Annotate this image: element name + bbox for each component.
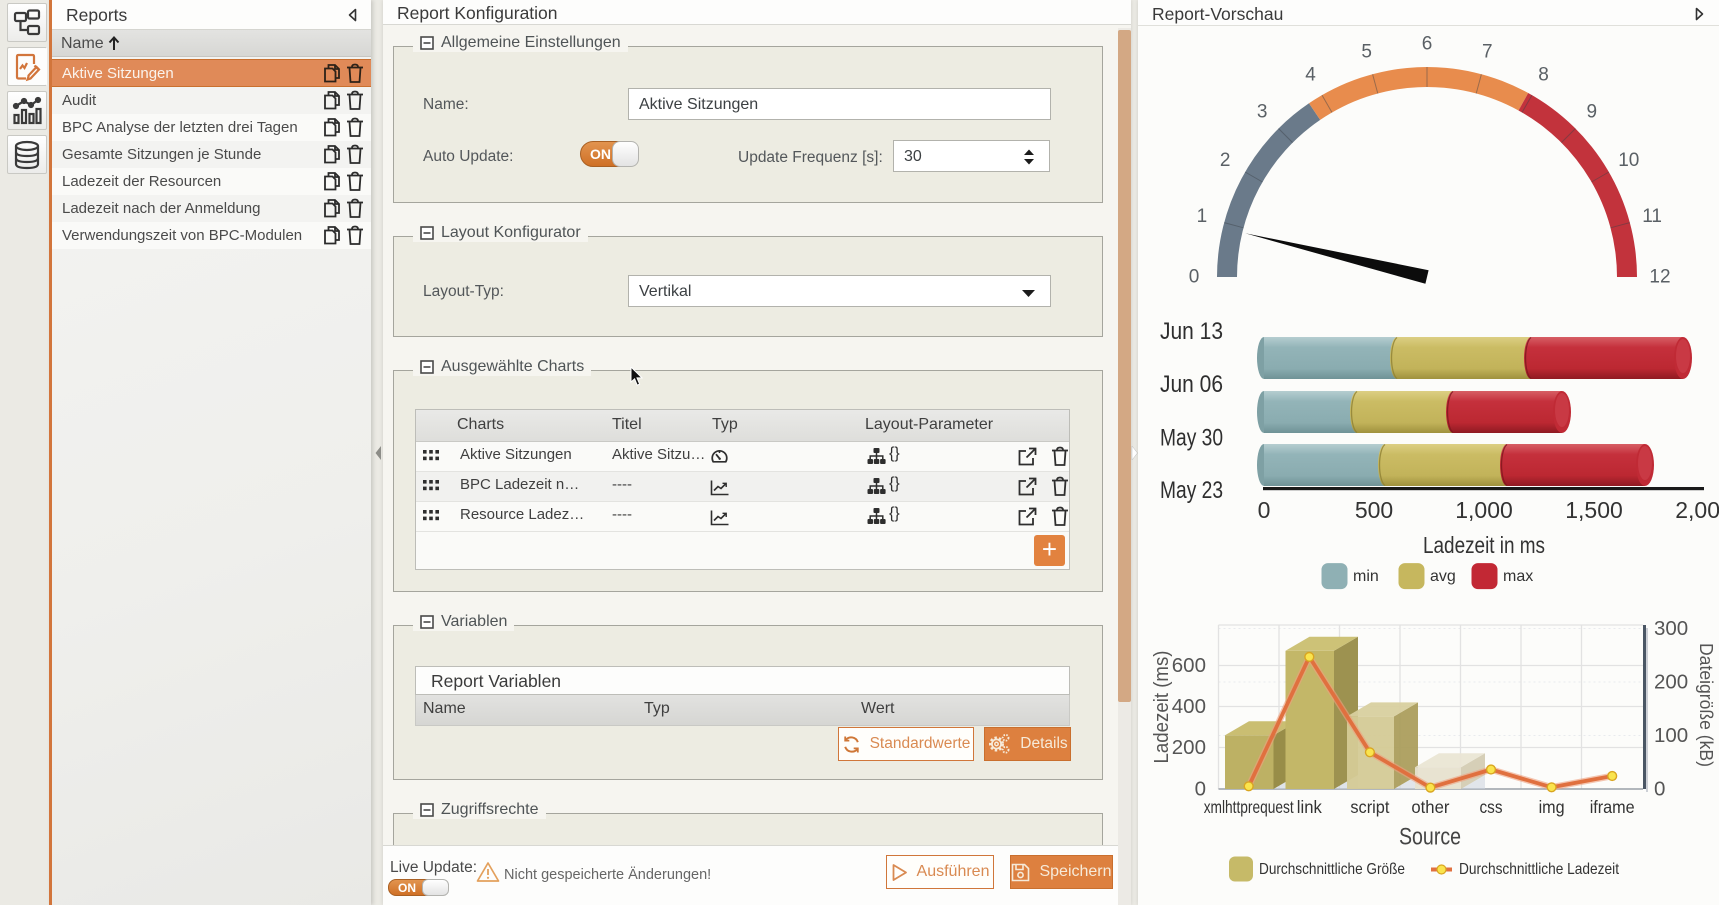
svg-text:6: 6	[1422, 34, 1433, 55]
svg-text:0: 0	[1189, 267, 1200, 288]
svg-text:0: 0	[1654, 778, 1665, 801]
svg-text:1,500: 1,500	[1565, 497, 1623, 523]
svg-text:max: max	[1503, 568, 1533, 585]
svg-text:300: 300	[1654, 617, 1688, 640]
svg-text:May 30: May 30	[1160, 425, 1223, 452]
svg-text:5: 5	[1361, 41, 1372, 62]
svg-text:11: 11	[1642, 206, 1662, 227]
svg-text:4: 4	[1305, 65, 1316, 86]
svg-text:other: other	[1411, 797, 1449, 817]
svg-text:200: 200	[1654, 671, 1688, 694]
svg-text:iframe: iframe	[1590, 797, 1635, 817]
svg-text:400: 400	[1172, 695, 1206, 718]
svg-text:Dateigröße (kB): Dateigröße (kB)	[1696, 643, 1716, 767]
svg-text:500: 500	[1355, 497, 1393, 523]
svg-text:200: 200	[1172, 736, 1206, 759]
svg-text:May 23: May 23	[1160, 477, 1223, 504]
svg-text:600: 600	[1172, 654, 1206, 677]
svg-text:img: img	[1539, 797, 1565, 817]
svg-text:100: 100	[1654, 724, 1688, 747]
svg-text:Durchschnittliche Ladezeit: Durchschnittliche Ladezeit	[1459, 861, 1619, 878]
svg-text:3: 3	[1257, 102, 1268, 123]
svg-text:8: 8	[1538, 65, 1549, 86]
svg-text:1: 1	[1197, 206, 1208, 227]
svg-text:2: 2	[1220, 150, 1231, 171]
svg-text:0: 0	[1258, 497, 1271, 523]
svg-text:0: 0	[1195, 778, 1206, 801]
svg-text:avg: avg	[1430, 568, 1456, 585]
svg-text:10: 10	[1618, 150, 1639, 171]
svg-text:Jun 06: Jun 06	[1160, 371, 1223, 398]
svg-text:9: 9	[1587, 102, 1598, 123]
svg-text:1,000: 1,000	[1455, 497, 1513, 523]
svg-text:2,000: 2,000	[1675, 497, 1719, 523]
svg-text:Jun 13: Jun 13	[1160, 318, 1223, 345]
svg-text:Ladezeit (ms): Ladezeit (ms)	[1151, 651, 1173, 764]
svg-text:css: css	[1480, 797, 1503, 817]
svg-text:7: 7	[1482, 41, 1493, 62]
svg-text:script: script	[1350, 797, 1389, 817]
svg-text:link: link	[1297, 797, 1322, 817]
svg-text:xmlhttprequest: xmlhttprequest	[1204, 797, 1294, 817]
svg-text:min: min	[1353, 568, 1379, 585]
svg-text:Durchschnittliche Größe: Durchschnittliche Größe	[1259, 861, 1405, 878]
svg-text:12: 12	[1649, 267, 1670, 288]
svg-text:Source: Source	[1399, 824, 1461, 851]
svg-text:Ladezeit in ms: Ladezeit in ms	[1423, 532, 1545, 558]
